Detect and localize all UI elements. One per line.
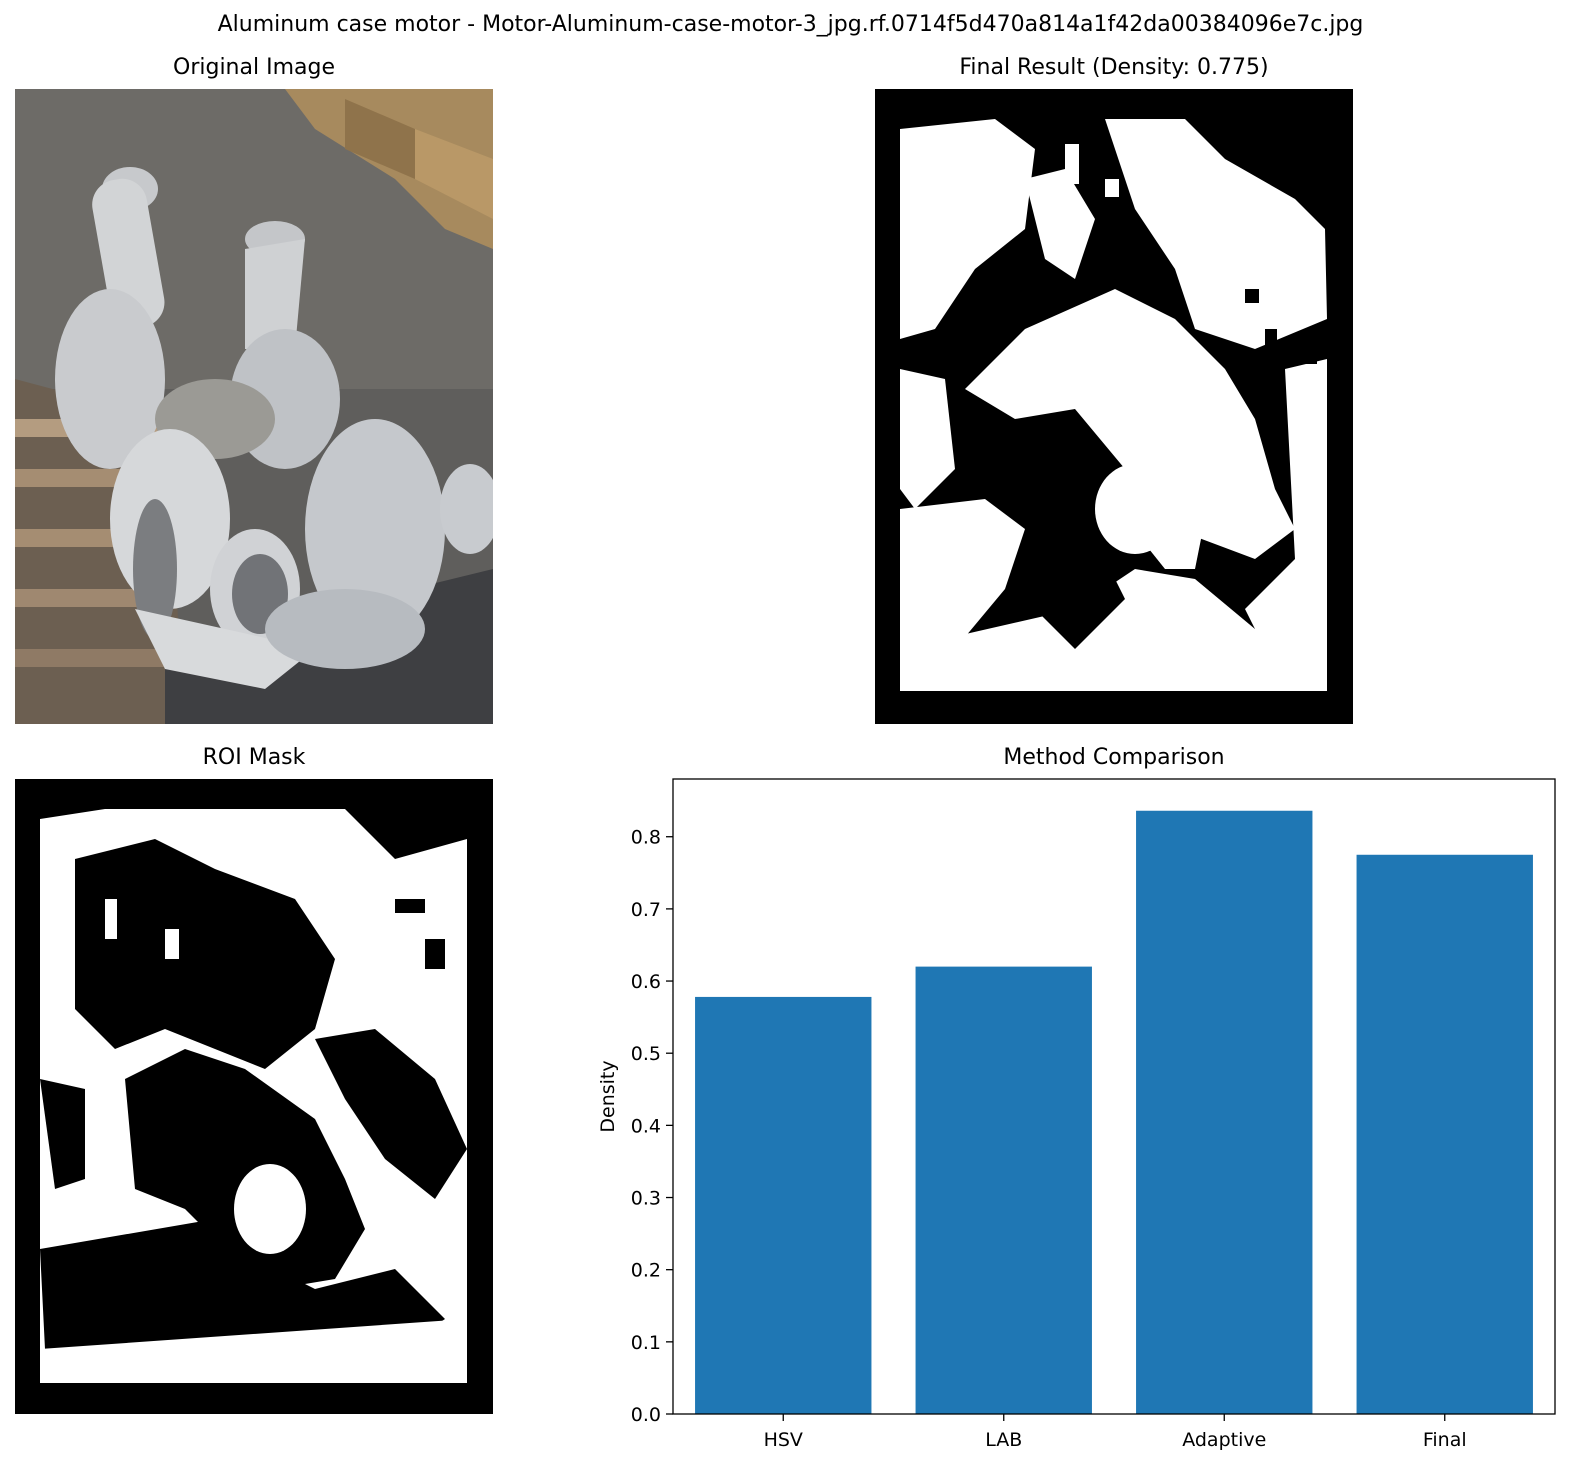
y-tick-label: 0.2 <box>631 1260 661 1282</box>
final-result-title: Final Result (Density: 0.775) <box>959 55 1269 80</box>
y-tick-label: 0.5 <box>631 1043 661 1065</box>
bar-hsv <box>695 996 872 1414</box>
roi-mask-graphic <box>15 779 493 1414</box>
roi-mask-title: ROI Mask <box>202 745 306 770</box>
y-tick-label: 0.0 <box>631 1404 661 1426</box>
y-tick-label: 0.1 <box>631 1332 661 1354</box>
final-mask-graphic <box>875 89 1353 724</box>
method-comparison-title: Method Comparison <box>1003 745 1225 770</box>
x-tick-label: Final <box>1423 1429 1467 1451</box>
y-tick-label: 0.6 <box>631 971 661 993</box>
original-image <box>15 89 493 724</box>
final-result-mask <box>875 89 1353 724</box>
x-tick-label: HSV <box>764 1429 803 1451</box>
y-tick-label: 0.8 <box>631 827 661 849</box>
y-tick-label: 0.4 <box>631 1115 661 1137</box>
roi-mask <box>15 779 493 1414</box>
x-tick-label: Adaptive <box>1182 1429 1266 1451</box>
y-axis-label: Density <box>597 1060 619 1132</box>
plot-frame <box>672 778 1556 1415</box>
bar-adaptive <box>1136 810 1313 1414</box>
original-image-graphic <box>15 89 493 724</box>
x-tick-label: LAB <box>985 1429 1022 1451</box>
bar-lab <box>915 966 1092 1414</box>
y-tick-label: 0.3 <box>631 1188 661 1210</box>
y-tick-label: 0.7 <box>631 899 661 921</box>
bar-final <box>1356 854 1533 1414</box>
figure-suptitle: Aluminum case motor - Motor-Aluminum-cas… <box>217 12 1364 37</box>
original-image-title: Original Image <box>173 55 335 80</box>
